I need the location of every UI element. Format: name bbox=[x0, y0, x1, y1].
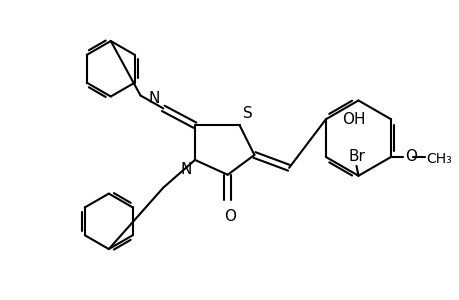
Text: O: O bbox=[404, 149, 416, 164]
Text: OH: OH bbox=[341, 112, 364, 128]
Text: Br: Br bbox=[347, 149, 364, 164]
Text: N: N bbox=[149, 92, 160, 106]
Text: N: N bbox=[180, 162, 191, 177]
Text: O: O bbox=[223, 209, 235, 224]
Text: CH₃: CH₃ bbox=[426, 152, 452, 166]
Text: S: S bbox=[242, 106, 252, 121]
